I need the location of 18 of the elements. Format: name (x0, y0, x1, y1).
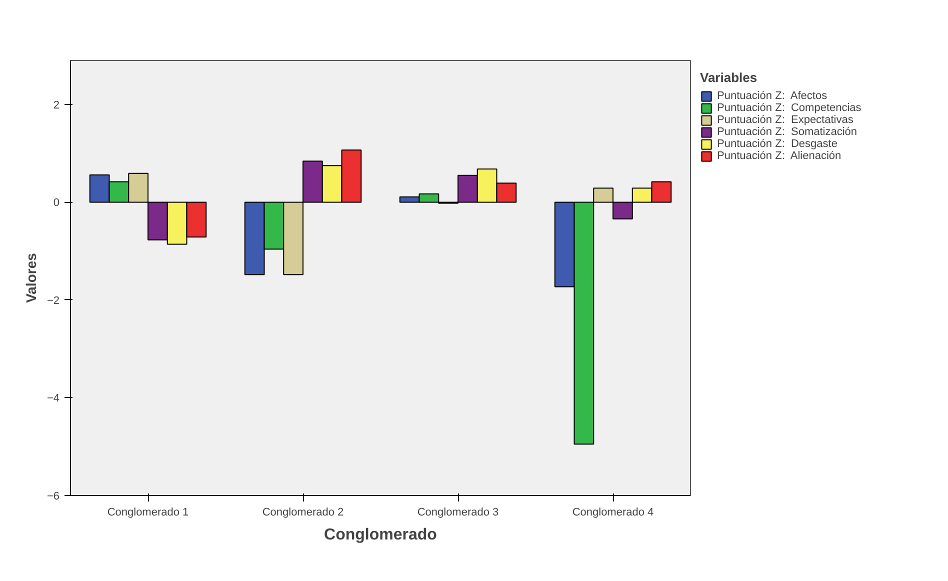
y-tick-label: −4 (46, 392, 60, 405)
x-axis-title: Conglomerado (324, 526, 438, 544)
x-tick-label: Conglomerado 3 (417, 506, 499, 518)
x-tick-label: Conglomerado 1 (107, 506, 189, 518)
legend-label: Puntuación Z: Somatización (717, 126, 858, 138)
legend-label: Puntuación Z: Afectos (717, 90, 828, 102)
legend-label: Puntuación Z: Expectativas (717, 114, 854, 126)
x-tick-label: Conglomerado 4 (572, 506, 654, 518)
y-tick-label: −6 (46, 490, 60, 502)
y-tick-label: 2 (53, 99, 60, 112)
y-axis-title: Valores (22, 252, 39, 303)
y-tick-label: −2 (46, 294, 60, 307)
y-tick-label: 0 (53, 197, 60, 210)
legend-label: Puntuación Z: Desgaste (717, 138, 838, 150)
legend-label: Puntuación Z: Competencias (717, 102, 862, 114)
legend-label: Puntuación Z: Alienación (717, 150, 842, 162)
x-tick-label: Conglomerado 2 (262, 506, 344, 518)
legend-title: Variables (700, 70, 758, 85)
